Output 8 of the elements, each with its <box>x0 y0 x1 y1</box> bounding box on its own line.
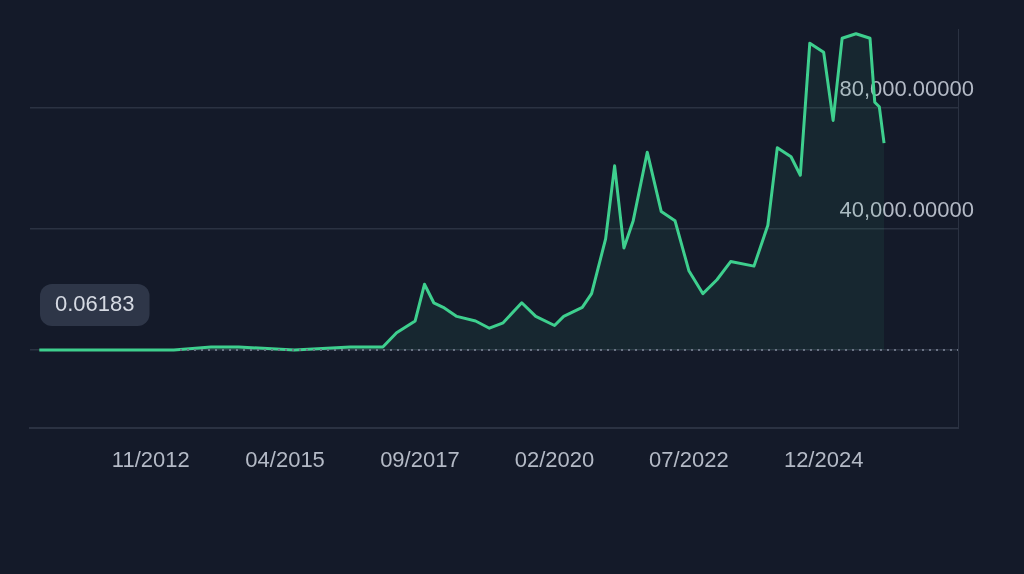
y-tick-label: 40,000.00000 <box>839 196 974 222</box>
x-tick-label: 12/2024 <box>783 446 864 472</box>
x-tick-label: 07/2022 <box>649 446 729 472</box>
x-tick-label: 11/2012 <box>111 446 190 472</box>
ref-line-label: 0.06183 <box>55 291 135 317</box>
x-tick-label: 04/2015 <box>245 446 325 472</box>
x-tick-label: 09/2017 <box>380 446 460 472</box>
x-tick-label: 02/2020 <box>514 446 595 472</box>
